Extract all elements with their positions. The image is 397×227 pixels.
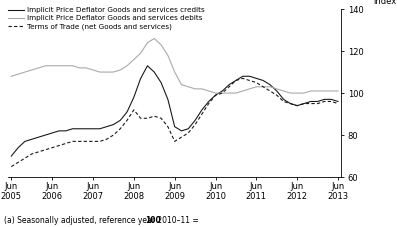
Legend: Implicit Price Deflator Goods and services credits, Implicit Price Deflator Good: Implicit Price Deflator Goods and servic… bbox=[8, 7, 204, 30]
Text: 100: 100 bbox=[145, 216, 161, 225]
Text: (a) Seasonally adjusted, reference year 2010–11 =: (a) Seasonally adjusted, reference year … bbox=[4, 216, 201, 225]
Y-axis label: index: index bbox=[373, 0, 396, 6]
